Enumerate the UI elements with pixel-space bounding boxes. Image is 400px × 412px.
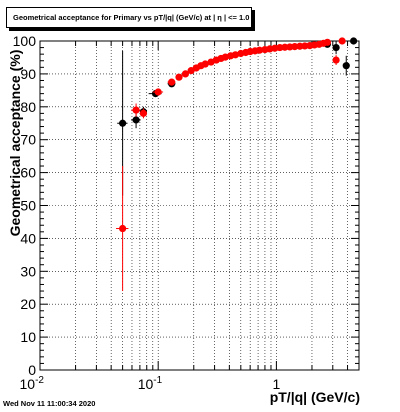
data-point: [175, 73, 183, 81]
x-tick-label: 1: [272, 376, 280, 392]
y-tick-label: 0: [28, 362, 36, 378]
y-tick-label: 90: [20, 66, 36, 82]
data-point: [323, 38, 331, 46]
data-point: [342, 55, 350, 76]
data-point: [338, 37, 346, 45]
marker: [181, 70, 190, 78]
data-point: [116, 166, 129, 292]
y-tick-label: 10: [20, 329, 36, 345]
marker: [338, 37, 346, 45]
x-tick-label-base: 10: [20, 376, 36, 392]
data-point: [255, 46, 264, 54]
y-axis-label: Geometrical acceptance (%): [7, 49, 23, 237]
chart-title: Geometrical acceptance for Primary vs pT…: [6, 7, 252, 28]
marker: [119, 224, 127, 233]
marker: [139, 109, 148, 117]
series-red: [116, 37, 346, 292]
marker: [119, 119, 127, 127]
marker: [168, 78, 176, 86]
marker: [349, 37, 358, 45]
y-tick-label: 70: [20, 132, 36, 148]
marker: [154, 88, 162, 96]
y-tick-label: 50: [20, 198, 36, 214]
marker: [323, 38, 331, 46]
grid-layer: [40, 41, 360, 370]
data-point: [201, 60, 209, 68]
x-tick-label-exponent: -1: [153, 375, 162, 386]
y-tick-label: 40: [20, 230, 36, 246]
marker: [332, 43, 340, 52]
x-tick-label-exponent: -2: [35, 375, 44, 386]
data-point: [131, 111, 141, 129]
timestamp: Wed Nov 11 11:00:34 2020: [3, 399, 96, 408]
marker: [132, 106, 140, 114]
y-tick-label: 20: [20, 296, 36, 312]
y-tick-label: 100: [13, 33, 37, 49]
x-tick-label: 10-1: [138, 375, 163, 392]
plot-frame: [39, 40, 360, 371]
y-tick-label: 60: [20, 165, 36, 181]
data-point: [349, 37, 358, 45]
y-tick-label: 30: [20, 263, 36, 279]
marker: [231, 51, 239, 59]
data-point: [139, 108, 148, 119]
data-point: [332, 41, 340, 55]
marker: [291, 42, 299, 51]
marker: [342, 62, 350, 70]
series-layer: [116, 37, 358, 292]
marker: [175, 73, 183, 81]
x-tick-label: 10-2: [20, 375, 45, 392]
data-point: [131, 103, 141, 117]
data-point: [181, 70, 190, 78]
data-point: [167, 78, 176, 86]
data-point: [231, 51, 239, 59]
series-black: [117, 37, 358, 196]
marker: [201, 60, 209, 68]
data-point: [291, 42, 299, 51]
x-tick-label-base: 10: [138, 376, 154, 392]
marker: [255, 46, 264, 54]
marker: [332, 56, 340, 64]
x-axis-label: pT/|q| (GeV/c): [269, 389, 360, 405]
x-tick-label-base: 1: [272, 376, 280, 392]
y-tick-label: 80: [20, 99, 36, 115]
data-point: [152, 88, 164, 96]
marker: [132, 116, 140, 124]
data-point: [332, 55, 340, 66]
